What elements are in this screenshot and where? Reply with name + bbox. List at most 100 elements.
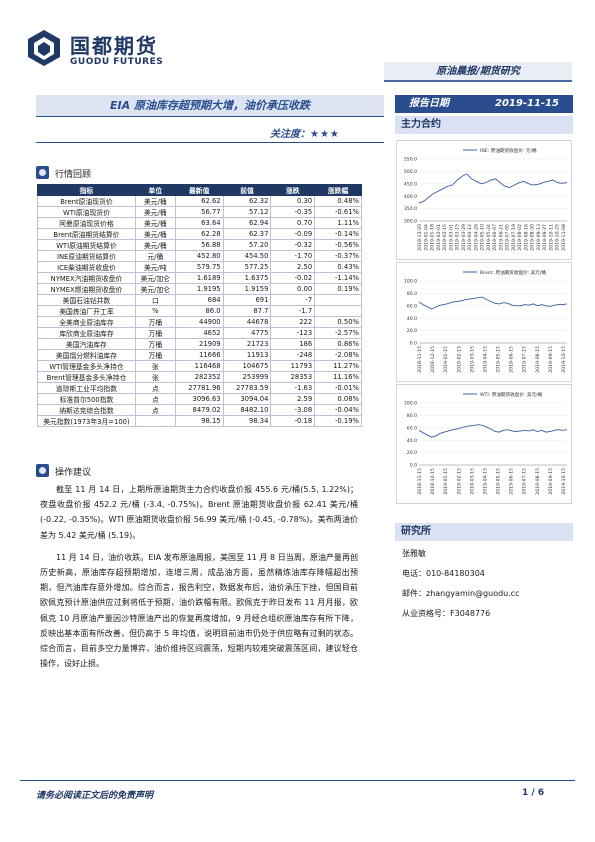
researcher-license: 从业资格号：F3048776 bbox=[402, 609, 491, 618]
x-tick-label: 2019-10-25 bbox=[555, 224, 561, 251]
table-cell: 美国石油钻井数 bbox=[37, 294, 136, 306]
table-cell: 点 bbox=[134, 393, 176, 405]
x-tick-label: 2019-02-01 bbox=[436, 224, 442, 251]
x-tick-label: 2019-05-24 bbox=[486, 224, 492, 251]
footer-disclaimer[interactable]: 请务必阅读正文后的免责声明 bbox=[36, 791, 154, 801]
x-tick-label: 2019-07-19 bbox=[511, 224, 517, 251]
y-tick-label: 100.0 bbox=[404, 279, 417, 285]
y-tick-label: 300.0 bbox=[404, 219, 417, 225]
table-cell: 0.19% bbox=[314, 283, 362, 295]
column-header: 涨跌幅 bbox=[314, 184, 362, 196]
table-cell: 2.59 bbox=[270, 393, 316, 405]
table-row: NYMEX燃油期货收盘价 美元/加仑 1.9195 1.9159 0.00 0.19% bbox=[37, 283, 362, 295]
table-cell: 56.88 bbox=[174, 239, 224, 251]
table-row: Brent原油期货结算价 美元/桶 62.28 62.37 -0.09 -0.14% bbox=[37, 228, 362, 240]
table-cell bbox=[134, 415, 176, 427]
table-cell: 452.80 bbox=[174, 250, 224, 262]
x-tick-label: 2019-05-10 bbox=[480, 224, 486, 251]
table-cell: INE原油期货结算价 bbox=[37, 250, 136, 262]
y-tick-label: 100.0 bbox=[404, 401, 417, 407]
x-tick-label: 2019-10-15 bbox=[561, 346, 567, 373]
y-tick-label: 550.0 bbox=[404, 157, 417, 163]
table-cell: 98.34 bbox=[222, 415, 272, 427]
operation-heading: 操作建议 bbox=[36, 460, 91, 479]
x-tick-label: 2018-12-15 bbox=[430, 346, 436, 373]
table-cell: 1.6375 bbox=[222, 272, 272, 284]
table-cell: -0.01% bbox=[314, 382, 362, 394]
table-cell: 579.75 bbox=[174, 261, 224, 273]
table-header-row: 指标 单位 最新值 前值 涨跌 涨跌幅 bbox=[37, 184, 362, 196]
table-cell: -0.19% bbox=[314, 415, 362, 427]
table-cell: 2.50 bbox=[270, 261, 316, 273]
table-row: 美国馏分燃料油库存 万桶 11666 11913 -248 -2.08% bbox=[37, 349, 362, 361]
table-cell: 万桶 bbox=[134, 327, 176, 339]
table-row: 美国炼油厂开工率% 86.0 87.7 -1.7 bbox=[37, 305, 362, 317]
table-cell: Brent原油期货结算价 bbox=[37, 228, 136, 240]
brent-price-chart: Brent: 原油期货收盘价: 美元/桶 100.0 80.0 60.0 40.0 20.… bbox=[396, 262, 572, 382]
wti-price-chart: WTI: 原油期货收盘价: 美元/桶 100.0 80.0 60.0 40.0 20.0 0… bbox=[396, 384, 572, 504]
column-header: 前值 bbox=[222, 184, 272, 196]
report-date-label: 报告日期 bbox=[409, 98, 449, 109]
x-tick-label: 2019-07-15 bbox=[522, 468, 528, 495]
table-cell: 691 bbox=[222, 294, 272, 306]
table-cell: 27781.96 bbox=[174, 382, 224, 394]
y-tick-label: 60.0 bbox=[407, 303, 417, 309]
x-tick-label: 2019-03-15 bbox=[469, 468, 475, 495]
table-cell: 美元/桶 bbox=[134, 228, 176, 240]
price-series-line bbox=[418, 296, 568, 310]
table-cell: 4775 bbox=[222, 327, 272, 339]
y-tick-label: 80.0 bbox=[407, 291, 417, 297]
x-tick-label: 2019-04-15 bbox=[482, 468, 488, 495]
y-tick-label: 20.0 bbox=[407, 450, 417, 456]
table-cell: -1.63 bbox=[270, 382, 316, 394]
table-row: INE原油期货结算价 元/桶 452.80 454.50 -1.70 -0.37% bbox=[37, 250, 362, 262]
logo-english-name: GUODU FUTURES bbox=[70, 57, 164, 67]
table-cell: -0.02 bbox=[270, 272, 316, 284]
table-cell: WTI原油期货结算价 bbox=[37, 239, 136, 251]
y-tick-label: 350.0 bbox=[404, 206, 417, 212]
x-tick-label: 2019-06-07 bbox=[492, 224, 498, 251]
legend-label: WTI: 原油期货收盘价: 美元/桶 bbox=[480, 391, 543, 398]
table-row: WTI原油期货结算价 美元/桶 56.88 57.20 -0.32 -0.56% bbox=[37, 239, 362, 251]
x-tick-label: 2019-11-08 bbox=[561, 224, 567, 251]
table-cell: NYMEX汽油期货收盘价 bbox=[37, 272, 136, 284]
x-tick-label: 2019-06-15 bbox=[509, 346, 515, 373]
page-number: 1 / 6 bbox=[522, 788, 545, 798]
table-cell: 万桶 bbox=[134, 316, 176, 328]
table-cell: 57.20 bbox=[222, 239, 272, 251]
table-cell: -0.32 bbox=[270, 239, 316, 251]
researcher-email[interactable]: 邮件：zhangyamin@guodu.cc bbox=[402, 589, 520, 598]
x-tick-label: 2019-04-26 bbox=[473, 224, 479, 251]
table-cell: 万桶 bbox=[134, 338, 176, 350]
table-cell: 1.9195 bbox=[174, 283, 224, 295]
x-tick-label: 2019-04-15 bbox=[482, 346, 488, 373]
footer-divider bbox=[20, 780, 575, 781]
x-tick-label: 2019-08-15 bbox=[535, 346, 541, 373]
x-tick-label: 2019-01-18 bbox=[430, 224, 436, 251]
y-tick-label: 0.0 bbox=[410, 463, 417, 469]
table-cell: 62.32 bbox=[222, 195, 272, 207]
table-cell: 全美商业原油库存 bbox=[37, 316, 136, 328]
table-cell: -248 bbox=[270, 349, 316, 361]
table-cell: 0.70 bbox=[270, 217, 316, 229]
guodu-logo-icon bbox=[28, 30, 60, 66]
table-cell: 库欣商业原油库存 bbox=[37, 327, 136, 339]
table-cell: 张 bbox=[134, 371, 176, 383]
x-tick-label: 2019-08-15 bbox=[535, 468, 541, 495]
table-cell: 11.27% bbox=[314, 360, 362, 372]
report-date-bar: 报告日期 2019-11-15 bbox=[395, 95, 573, 113]
table-row: WTI原油现货价 美元/桶 56.77 57.12 -0.35 -0.61% bbox=[37, 206, 362, 218]
table-row: 纳斯达克综合指数点 8479.02 8482.10 -3.08 -0.04% bbox=[37, 404, 362, 416]
table-cell: 0.00 bbox=[270, 283, 316, 295]
table-cell: 0.86% bbox=[314, 338, 362, 350]
table-cell: 1.6189 bbox=[174, 272, 224, 284]
wti-price-chart-svg: WTI: 原油期货收盘价: 美元/桶 100.0 80.0 60.0 40.0 20.0 0… bbox=[404, 391, 568, 495]
y-tick-label: 500.0 bbox=[404, 169, 417, 175]
y-tick-label: 40.0 bbox=[407, 438, 417, 444]
table-cell: 3094.04 bbox=[222, 393, 272, 405]
table-row: 美元指数(1973年3月=100) 98.15 98.34 -0.18 -0.19% bbox=[37, 415, 362, 427]
x-tick-label: 2018-11-15 bbox=[417, 468, 423, 495]
table-cell: 577.25 bbox=[222, 261, 272, 273]
section-bullet-icon bbox=[36, 464, 49, 477]
table-cell: 684 bbox=[174, 294, 224, 306]
